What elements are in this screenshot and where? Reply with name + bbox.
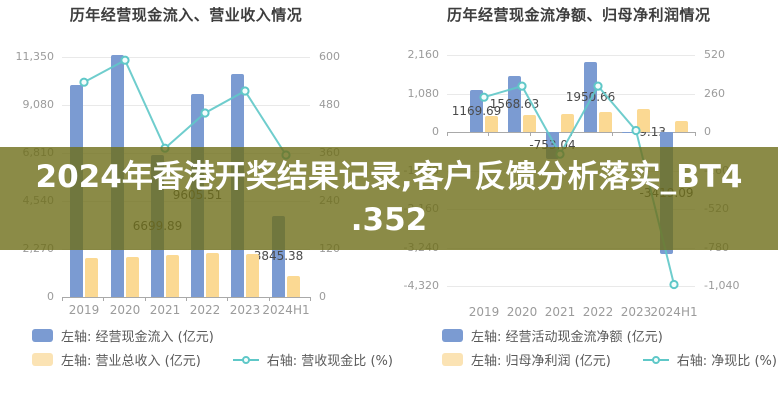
bar-value-label: 3845.38: [253, 249, 304, 264]
legend-line-dot-icon: [651, 355, 660, 364]
x-axis-tick-mark: [612, 132, 614, 136]
legend-swatch-secondary: [442, 353, 463, 366]
banner-text-line1: 2024年香港开奖结果记录,客户反馈分析落实_BT4: [35, 158, 743, 195]
x-axis-label: 2022: [582, 305, 614, 319]
secondary-bar: [166, 254, 179, 297]
left-axis-tick: 11,350: [15, 50, 55, 63]
x-axis-label: 2020: [109, 303, 141, 317]
overlay-banner: 2024年香港开奖结果记录,客户反馈分析落实_BT4 .352: [0, 147, 778, 250]
secondary-bar: [126, 256, 139, 297]
legend-label-line: 右轴: 净现比 (%): [676, 354, 777, 369]
x-axis-tick-mark: [103, 297, 105, 301]
x-axis-label: 2021: [149, 303, 181, 317]
chart-title: 历年经营现金流入、营业收入情况: [69, 6, 303, 24]
x-axis-tick-mark: [62, 297, 63, 301]
secondary-bar: [599, 112, 612, 132]
right-axis-tick: 260: [704, 86, 725, 100]
secondary-bar: [485, 115, 498, 132]
bar-value-label: 1950.66: [565, 90, 616, 105]
secondary-bar: [85, 257, 98, 297]
bar-value-label: 1568.63: [489, 97, 540, 112]
x-axis-tick-mark: [227, 297, 229, 301]
legend-swatch-primary: [442, 329, 463, 342]
legend-label-secondary: 左轴: 营业总收入 (亿元): [61, 354, 201, 369]
legend-row-2: 左轴: 营业总收入 (亿元) 右轴: 营收现金比 (%): [32, 350, 393, 369]
legend-swatch-secondary: [32, 353, 53, 366]
line-marker: [669, 279, 679, 290]
right-axis-tick: 520: [704, 48, 725, 61]
x-axis-label: 2020: [506, 305, 538, 319]
secondary-bar: [246, 254, 259, 297]
x-axis-label: 2024H1: [650, 305, 698, 319]
right-axis-tick: 480: [319, 98, 340, 111]
legend-label-secondary: 左轴: 归母净利润 (亿元): [471, 354, 611, 369]
right-axis-tick: -1,040: [704, 279, 740, 292]
secondary-bar: [206, 253, 219, 297]
x-axis-tick-mark: [310, 297, 311, 301]
legend-line-dot-icon: [241, 355, 250, 364]
x-axis-tick-mark: [695, 132, 696, 136]
secondary-bar: [675, 120, 688, 132]
right-axis-tick: 0: [319, 290, 326, 303]
legend-row-1: 左轴: 经营活动现金流净额 (亿元): [442, 326, 663, 345]
secondary-bar: [287, 275, 300, 297]
x-axis-label: 2022: [189, 303, 221, 317]
secondary-bar: [637, 109, 650, 132]
x-axis-tick-mark: [488, 132, 490, 136]
left-axis-tick: 9,080: [22, 98, 55, 111]
primary-bar: [622, 132, 635, 134]
x-axis-tick-mark: [144, 297, 146, 301]
grid-line: [447, 55, 695, 56]
legend-label-primary: 左轴: 经营活动现金流净额 (亿元): [471, 330, 663, 345]
x-axis-label: 2023: [620, 305, 652, 319]
grid-line: [62, 105, 310, 106]
x-axis-label: 2023: [229, 303, 261, 317]
left-axis-tick: 1,080: [407, 86, 440, 100]
x-axis-tick-mark: [186, 297, 187, 301]
left-axis-tick: 0: [47, 290, 54, 303]
x-axis-label: 2019: [68, 303, 100, 317]
legend-row-1: 左轴: 经营现金流入 (亿元): [32, 326, 214, 345]
banner-text-line2: .352: [350, 201, 428, 238]
grid-line: [447, 286, 695, 287]
x-axis-tick-mark: [529, 132, 531, 136]
right-axis-tick: 600: [319, 50, 340, 63]
secondary-bar: [523, 114, 536, 132]
left-axis-tick: 2,160: [407, 48, 440, 61]
right-axis-tick: 0: [704, 125, 711, 138]
x-axis-label: 2021: [544, 305, 576, 319]
x-axis-tick-mark: [268, 297, 270, 301]
legend-line-marker-icon: [232, 355, 259, 364]
legend-row-2: 左轴: 归母净利润 (亿元) 右轴: 净现比 (%): [442, 350, 777, 369]
x-axis-tick-mark: [447, 132, 448, 136]
legend-label-line: 右轴: 营收现金比 (%): [266, 354, 393, 369]
legend-swatch-primary: [32, 329, 53, 342]
legend-label-primary: 左轴: 经营现金流入 (亿元): [61, 330, 214, 345]
grid-line: [62, 57, 310, 58]
x-axis-label: 2019: [468, 305, 500, 319]
x-axis-label: 2024H1: [262, 303, 310, 317]
x-axis-tick-mark: [571, 132, 572, 136]
legend-line-marker-icon: [642, 355, 669, 364]
chart-title: 历年经营现金流净额、归母净利润情况: [447, 6, 711, 24]
secondary-bar: [561, 113, 574, 132]
left-axis-tick: -4,320: [403, 279, 439, 292]
left-axis-tick: 0: [432, 125, 439, 138]
